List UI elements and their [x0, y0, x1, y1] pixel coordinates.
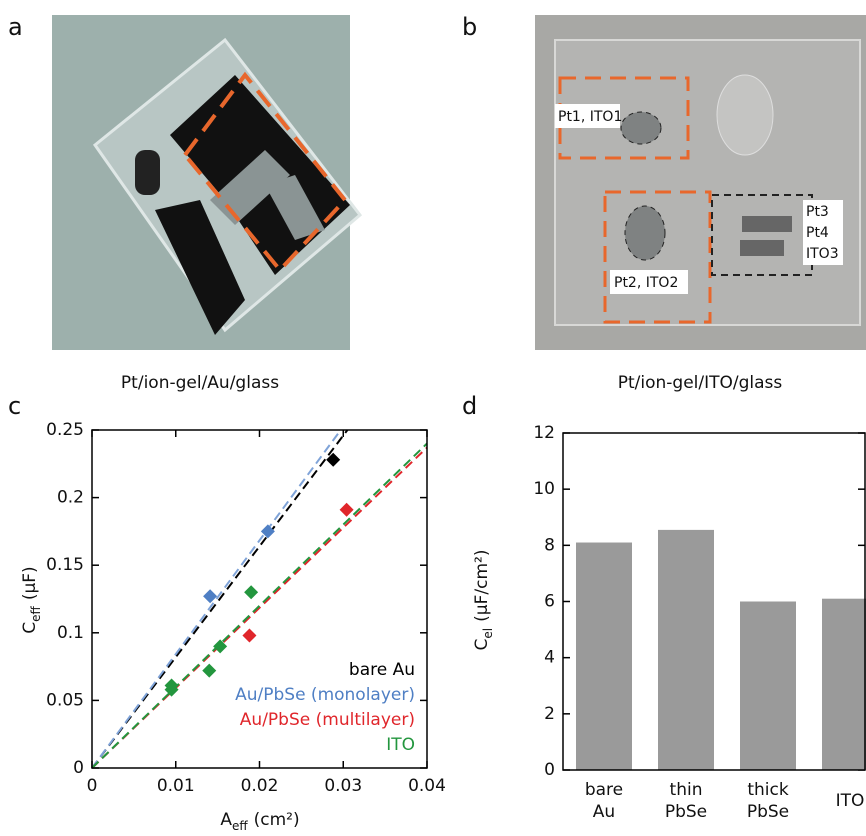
- y-tick-label: 6: [544, 592, 555, 612]
- data-point: [340, 503, 354, 517]
- axis-label-unit: (µF): [20, 566, 40, 600]
- annotation: Pt4: [806, 225, 829, 241]
- x-tick-label: 0.02: [241, 776, 279, 796]
- annotation: Pt2, ITO2: [614, 275, 678, 291]
- y-tick-label: 12: [533, 423, 555, 443]
- bar: [658, 530, 714, 770]
- panel-label: c: [8, 392, 21, 420]
- axis-label: Aeff (cm²): [220, 810, 299, 833]
- data-point: [203, 589, 217, 603]
- axis-label-symbol: A: [220, 810, 232, 830]
- axis-label-symbol: C: [472, 639, 492, 651]
- annotation: Pt1, ITO1: [558, 109, 622, 125]
- panel-label: d: [462, 392, 477, 420]
- annotation: ITO3: [806, 246, 839, 262]
- legend-entry: ITO: [386, 735, 415, 755]
- caption: Pt/ion-gel/Au/glass: [121, 373, 279, 393]
- data-point: [242, 629, 256, 643]
- figure: a Pt/ion-gel/Au/glass b Pt/ion-gel/ITO/g…: [0, 0, 866, 836]
- axis-label-subscript: eff: [232, 819, 248, 833]
- bar: [822, 599, 866, 770]
- data-point: [202, 664, 216, 678]
- x-tick-label: thick: [747, 780, 789, 800]
- axis-label: Cel (µF/cm²): [472, 550, 495, 651]
- x-tick-label: thin: [670, 780, 703, 800]
- legend-entry: Au/PbSe (multilayer): [240, 710, 415, 730]
- y-tick-label: 10: [533, 479, 555, 499]
- axis-label-unit: (µF/cm²): [472, 550, 492, 622]
- bar: [576, 543, 632, 770]
- legend-entry: bare Au: [349, 660, 415, 680]
- legend-entry: Au/PbSe (monolayer): [235, 685, 415, 705]
- y-tick-label: 8: [544, 535, 555, 555]
- photo-b: [535, 15, 866, 350]
- bar: [740, 602, 796, 771]
- x-tick-label: 0.03: [324, 776, 362, 796]
- y-tick-label: 4: [544, 648, 555, 668]
- axis-label-unit: (cm²): [254, 810, 300, 830]
- y-tick-label: 2: [544, 704, 555, 724]
- x-tick-label: 0.04: [408, 776, 446, 796]
- y-tick-label: 0.05: [46, 690, 84, 710]
- x-tick-label: 0.01: [157, 776, 195, 796]
- x-tick-label: PbSe: [665, 802, 707, 822]
- y-tick-label: 0.15: [46, 555, 84, 575]
- axis-label-subscript: el: [481, 628, 495, 639]
- x-tick-label: Au: [593, 802, 615, 822]
- y-tick-label: 0.25: [46, 420, 84, 440]
- y-tick-label: 0.2: [57, 488, 84, 508]
- caption: Pt/ion-gel/ITO/glass: [618, 373, 783, 393]
- photo-a: [52, 15, 360, 350]
- x-tick-label: bare: [585, 780, 623, 800]
- data-point: [244, 585, 258, 599]
- axis-label-subscript: eff: [29, 605, 43, 621]
- y-tick-label: 0: [544, 760, 555, 780]
- y-tick-label: 0: [73, 758, 84, 778]
- panel-label: a: [8, 13, 23, 41]
- axis-label-symbol: C: [20, 622, 40, 634]
- x-tick-label: 0: [87, 776, 98, 796]
- panel-label: b: [462, 13, 477, 41]
- axis-label: Ceff (µF): [20, 566, 43, 633]
- x-tick-label: ITO: [836, 791, 865, 811]
- x-tick-label: PbSe: [747, 802, 789, 822]
- annotation: Pt3: [806, 204, 829, 220]
- y-tick-label: 0.1: [57, 623, 84, 643]
